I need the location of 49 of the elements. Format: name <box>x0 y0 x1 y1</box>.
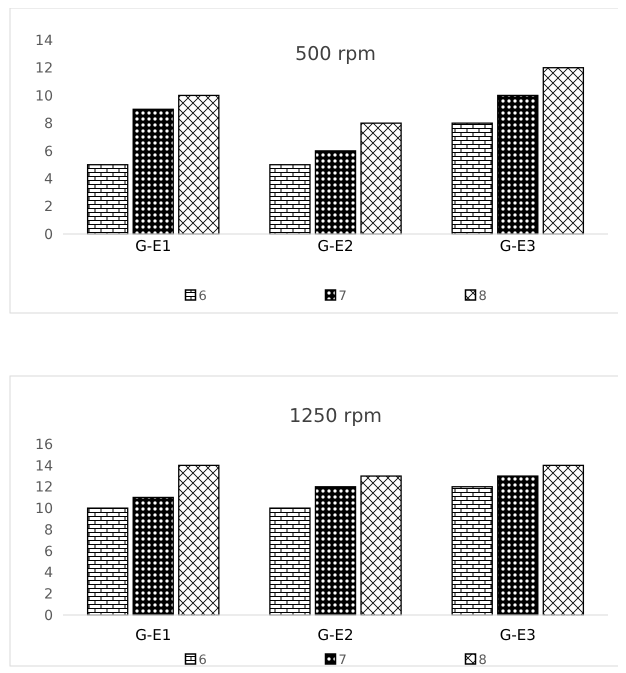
y-tick-label: 12 <box>35 480 53 496</box>
chart-title: 500 rpm <box>295 43 376 65</box>
x-tick-label: G-E1 <box>135 237 172 255</box>
bar <box>314 486 356 616</box>
y-tick-label: 6 <box>44 144 54 160</box>
y-tick-label: 4 <box>44 565 54 582</box>
legend-label: 8 <box>478 289 487 304</box>
y-tick-label: 2 <box>44 199 53 216</box>
y-tick-label: 2 <box>44 586 53 603</box>
bar <box>452 486 493 616</box>
x-tick-label: G-E1 <box>135 626 172 644</box>
y-tick-label: 8 <box>44 116 53 132</box>
bar <box>452 122 493 235</box>
bar <box>497 475 538 616</box>
y-tick-label: 0 <box>44 608 53 624</box>
y-tick-label: 16 <box>35 436 54 453</box>
bar <box>132 108 174 235</box>
bar <box>132 496 174 616</box>
bar <box>269 164 311 235</box>
x-tick-label: G-E2 <box>317 626 354 644</box>
bar <box>269 507 311 616</box>
y-tick-label: 8 <box>44 522 53 538</box>
bar <box>542 67 584 235</box>
bar <box>360 475 402 616</box>
y-tick-label: 10 <box>35 501 53 518</box>
y-tick-label: 10 <box>35 88 53 104</box>
bar <box>360 122 402 235</box>
x-tick-label: G-E3 <box>500 237 536 255</box>
y-tick-label: 4 <box>44 171 54 188</box>
bar <box>86 507 128 616</box>
legend-label: 8 <box>478 653 487 668</box>
y-tick-label: 12 <box>35 60 53 77</box>
chart-title: 1250 rpm <box>289 405 382 427</box>
y-tick-label: 6 <box>44 544 54 560</box>
y-tick-label: 14 <box>35 32 54 49</box>
bar <box>86 164 128 235</box>
legend-label: 6 <box>198 289 207 304</box>
x-tick-label: G-E2 <box>317 237 354 255</box>
y-tick-label: 14 <box>35 458 54 474</box>
y-tick-label: 0 <box>44 226 53 243</box>
bar <box>178 94 220 235</box>
legend-label: 7 <box>338 289 347 304</box>
legend-label: 7 <box>338 653 347 668</box>
x-tick-label: G-E3 <box>500 626 536 644</box>
legend-label: 6 <box>198 653 207 668</box>
bar <box>314 150 356 235</box>
bar <box>542 464 584 616</box>
bar <box>178 464 220 616</box>
bar <box>497 94 538 235</box>
